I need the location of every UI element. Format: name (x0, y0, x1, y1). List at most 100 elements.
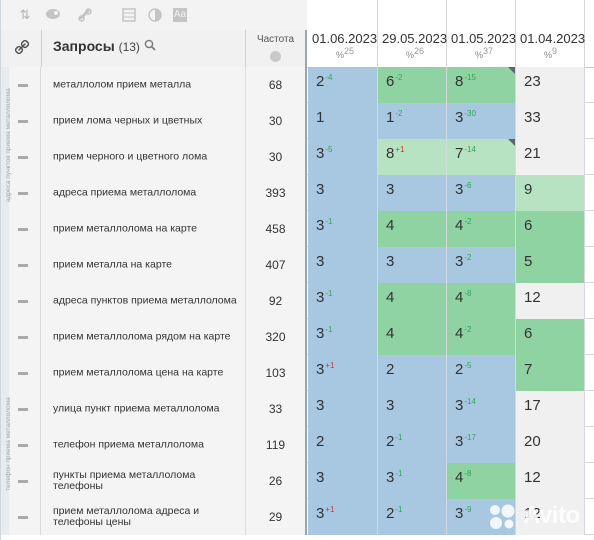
query-cell[interactable]: адреса приема металлолома (41, 175, 245, 211)
row-link-cell[interactable] (9, 319, 41, 355)
position-cell[interactable]: 21 (516, 139, 585, 175)
position-cell[interactable]: 4 (378, 283, 447, 319)
table-row[interactable]: адреса приема металлолома 393 3 3 3-6 9 (1, 175, 594, 211)
date-column-header[interactable]: 01.05.2023 %37 (447, 0, 516, 67)
query-cell[interactable]: металлолом прием металла (41, 67, 245, 103)
table-icon[interactable] (121, 8, 137, 22)
row-link-cell[interactable] (9, 283, 41, 319)
position-cell[interactable]: 12 (516, 499, 585, 535)
query-cell[interactable]: прием металлолома адреса и телефоны цены (41, 499, 245, 535)
link-icon[interactable] (77, 8, 93, 22)
position-cell[interactable]: 3 (378, 391, 447, 427)
search-icon[interactable] (144, 39, 156, 51)
position-cell[interactable]: 3-6 (447, 175, 516, 211)
date-column-header[interactable]: 01.04.2023 %9 (516, 0, 585, 67)
position-cell[interactable]: 4 (378, 211, 447, 247)
position-cell[interactable]: 3-1 (378, 463, 447, 499)
position-cell[interactable]: 4-2 (447, 211, 516, 247)
contrast-icon[interactable] (147, 8, 163, 22)
row-link-cell[interactable] (9, 463, 41, 499)
position-cell[interactable]: 3 (308, 175, 378, 211)
position-cell[interactable]: 12 (516, 283, 585, 319)
query-cell[interactable]: прием металлолома цена на карте (41, 355, 245, 391)
position-cell[interactable]: 3-14 (447, 391, 516, 427)
position-cell[interactable]: 4 (378, 319, 447, 355)
position-cell[interactable]: 3+1 (308, 355, 378, 391)
position-cell[interactable]: 8+1 (378, 139, 447, 175)
row-link-cell[interactable] (9, 139, 41, 175)
position-cell[interactable]: 33 (516, 103, 585, 139)
position-cell[interactable]: 3-9 (447, 499, 516, 535)
date-column-header[interactable]: 01.06.2023 %25 (308, 0, 378, 67)
position-cell[interactable]: 3+1 (308, 499, 378, 535)
table-row[interactable]: прием черного и цветного лома 30 3-5 8+1 7-1… (1, 139, 594, 175)
position-cell[interactable]: 8-15 (447, 67, 516, 103)
table-row[interactable]: прием металлолома рядом на карте 320 3-1 4 4… (1, 319, 594, 355)
position-cell[interactable]: 3-30 (447, 103, 516, 139)
table-row[interactable]: улица пункт приема металлолома 33 3 3 3-14 17 (1, 391, 594, 427)
query-cell[interactable]: прием черного и цветного лома (41, 139, 245, 175)
frequency-header[interactable]: Частота (245, 30, 307, 67)
query-cell[interactable]: прием лома черных и цветных (41, 103, 245, 139)
position-cell[interactable]: 1 (308, 103, 378, 139)
table-row[interactable]: металлолом прием металла 68 2-4 6-2 8-15 23 (1, 67, 594, 103)
position-cell[interactable]: 5 (516, 247, 585, 283)
position-cell[interactable]: 3 (308, 247, 378, 283)
position-cell[interactable]: 3-17 (447, 427, 516, 463)
position-cell[interactable]: 2 (378, 355, 447, 391)
row-link-cell[interactable] (9, 247, 41, 283)
position-cell[interactable]: 3-1 (308, 283, 378, 319)
query-cell[interactable]: улица пункт приема металлолома (41, 391, 245, 427)
row-link-cell[interactable] (9, 427, 41, 463)
position-cell[interactable]: 4-8 (447, 463, 516, 499)
position-cell[interactable]: 6 (516, 319, 585, 355)
table-row[interactable]: прием металлолома адреса и телефоны цены… (1, 499, 594, 535)
table-row[interactable]: прием металла на карте 407 3 3 3-2 5 (1, 247, 594, 283)
date-column-header[interactable]: 29.05.2023 %26 (378, 0, 447, 67)
position-cell[interactable]: 6-2 (378, 67, 447, 103)
sort-icon[interactable]: ⇅ (19, 7, 31, 22)
query-cell[interactable]: пункты приема металлолома телефоны (41, 463, 245, 499)
position-cell[interactable]: 17 (516, 391, 585, 427)
query-cell[interactable]: прием металлолома на карте (41, 211, 245, 247)
position-cell[interactable]: 3 (378, 247, 447, 283)
position-cell[interactable]: 2-4 (308, 67, 378, 103)
row-link-cell[interactable] (9, 391, 41, 427)
position-cell[interactable]: 3-1 (308, 319, 378, 355)
query-cell[interactable]: прием металлолома рядом на карте (41, 319, 245, 355)
position-cell[interactable]: 7-14 (447, 139, 516, 175)
table-row[interactable]: прием лома черных и цветных 30 1 1-2 3-30 33 (1, 103, 594, 139)
link-column-header[interactable] (1, 30, 42, 67)
position-cell[interactable]: 6 (516, 211, 585, 247)
position-cell[interactable]: 1-2 (378, 103, 447, 139)
row-link-cell[interactable] (9, 211, 41, 247)
eye-icon[interactable] (45, 8, 61, 22)
row-link-cell[interactable] (9, 103, 41, 139)
position-cell[interactable]: 3-1 (308, 211, 378, 247)
position-cell[interactable]: 9 (516, 175, 585, 211)
row-link-cell[interactable] (9, 355, 41, 391)
position-cell[interactable]: 2-5 (447, 355, 516, 391)
position-cell[interactable]: 3 (308, 391, 378, 427)
position-cell[interactable]: 2-1 (378, 427, 447, 463)
position-cell[interactable]: 3 (378, 175, 447, 211)
position-cell[interactable]: 7 (516, 355, 585, 391)
position-cell[interactable]: 12 (516, 463, 585, 499)
row-link-cell[interactable] (9, 499, 41, 535)
table-row[interactable]: адреса пунктов приема металлолома 92 3-1 4 4… (1, 283, 594, 319)
table-row[interactable]: телефон приема металлолома 119 2 2-1 3-17 20 (1, 427, 594, 463)
position-cell[interactable]: 4-8 (447, 283, 516, 319)
position-cell[interactable]: 20 (516, 427, 585, 463)
text-size-icon[interactable]: Aa (173, 8, 187, 22)
position-cell[interactable]: 2-1 (378, 499, 447, 535)
table-row[interactable]: прием металлолома на карте 458 3-1 4 4-2 6 (1, 211, 594, 247)
position-cell[interactable]: 23 (516, 67, 585, 103)
query-cell[interactable]: адреса пунктов приема металлолома (41, 283, 245, 319)
query-cell[interactable]: прием металла на карте (41, 247, 245, 283)
row-link-cell[interactable] (9, 67, 41, 103)
position-cell[interactable]: 3-2 (447, 247, 516, 283)
position-cell[interactable]: 4-2 (447, 319, 516, 355)
table-row[interactable]: пункты приема металлолома телефоны 26 3 3-1… (1, 463, 594, 499)
query-cell[interactable]: телефон приема металлолома (41, 427, 245, 463)
position-cell[interactable]: 3-5 (308, 139, 378, 175)
